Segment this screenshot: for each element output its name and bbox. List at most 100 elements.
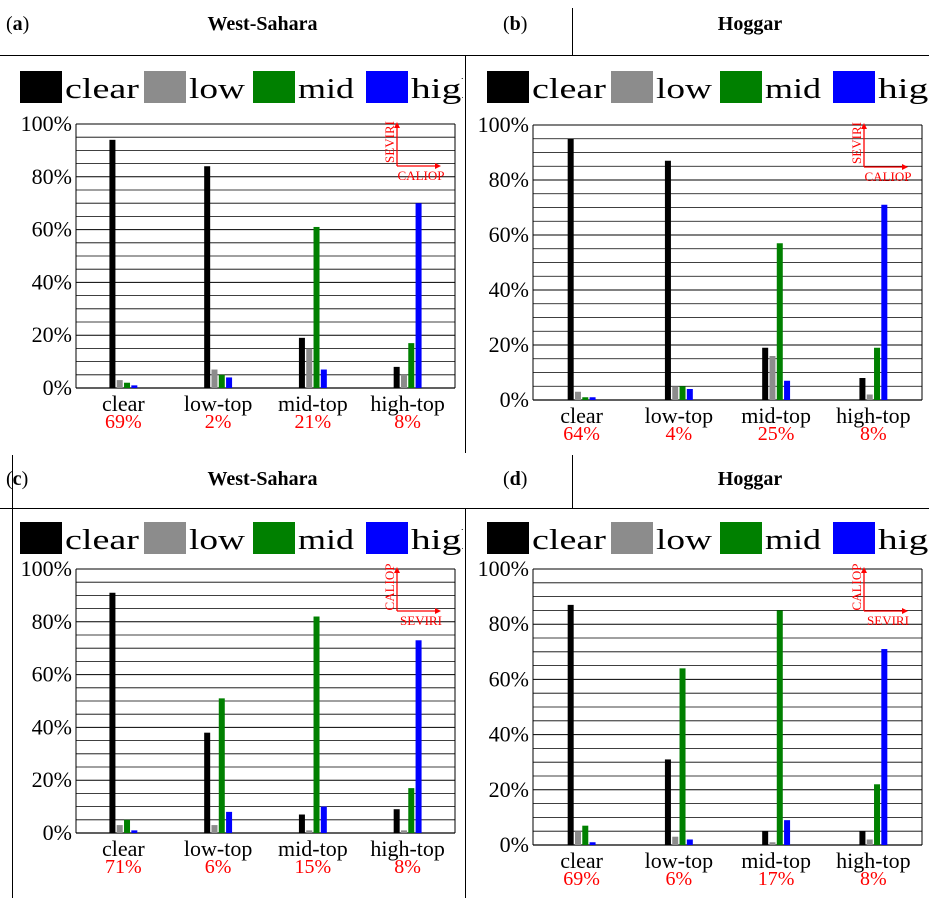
x-tick-label: clear	[102, 391, 145, 416]
y-tick-label: 100%	[21, 111, 72, 136]
bar-mid	[776, 243, 783, 400]
bar-high	[784, 820, 791, 845]
legend-swatch-clear	[487, 522, 529, 554]
panel-title-c: West-Sahara	[207, 468, 318, 490]
panel-title-b: Hoggar	[717, 13, 783, 35]
x-tick-label: mid-top	[741, 403, 811, 428]
bar-clear	[393, 809, 400, 833]
panel-tag-c: (c)	[6, 468, 29, 490]
bar-high	[415, 203, 422, 388]
bar-clear	[109, 139, 116, 388]
bar-mid	[582, 397, 589, 400]
legend-label-low: low	[189, 74, 246, 105]
legend-swatch-low	[144, 71, 186, 103]
legend-swatch-low	[144, 522, 186, 554]
bar-clear	[567, 138, 574, 400]
x-tick-label: high-top	[836, 403, 911, 428]
category-percent-label: 8%	[860, 423, 887, 445]
x-tick-label: low-top	[645, 848, 713, 873]
y-tick-label: 40%	[32, 714, 72, 739]
arrow-y-label: CALIOP	[382, 564, 397, 611]
x-tick-label: low-top	[645, 403, 713, 428]
legend-label-high: high	[411, 74, 463, 105]
y-tick-label: 0%	[500, 387, 529, 412]
chart-c: clearlowmidhigh0%20%40%60%80%100%clear71…	[20, 522, 463, 878]
legend-swatch-mid	[253, 522, 295, 554]
bar-high	[320, 806, 327, 833]
bar-mid	[874, 347, 881, 400]
category-percent-label: 4%	[666, 423, 693, 445]
bar-low	[400, 374, 407, 388]
bar-clear	[859, 378, 866, 400]
bar-clear	[298, 814, 305, 833]
bar-low	[769, 842, 776, 845]
legend-swatch-mid	[253, 71, 295, 103]
bar-high	[226, 811, 233, 833]
bar-mid	[679, 386, 686, 400]
x-tick-label: clear	[560, 403, 603, 428]
category-percent-label: 6%	[205, 856, 232, 878]
bar-low	[306, 830, 313, 833]
bar-high	[415, 640, 422, 833]
y-tick-label: 100%	[478, 556, 529, 581]
category-percent-label: 6%	[666, 868, 693, 890]
bar-high	[131, 385, 138, 388]
y-tick-label: 80%	[489, 167, 529, 192]
panel-title-d: Hoggar	[717, 468, 783, 490]
y-tick-label: 0%	[500, 832, 529, 857]
bar-mid	[408, 788, 415, 833]
bar-high	[131, 830, 138, 833]
bar-clear	[859, 831, 866, 845]
legend-swatch-low	[611, 522, 653, 554]
legend-label-clear: clear	[65, 525, 140, 556]
bar-low	[574, 831, 581, 845]
legend-label-high: high	[878, 74, 928, 105]
x-tick-label: high-top	[836, 848, 911, 873]
category-percent-label: 8%	[860, 868, 887, 890]
category-percent-label: 17%	[758, 868, 795, 890]
bar-clear	[204, 166, 211, 388]
legend-label-clear: clear	[532, 525, 607, 556]
bar-mid	[776, 610, 783, 845]
panel-tag-a: (a)	[6, 13, 30, 35]
bar-low	[211, 369, 218, 388]
legend-swatch-high	[833, 522, 875, 554]
y-tick-label: 0%	[43, 820, 72, 845]
category-percent-label: 8%	[394, 411, 421, 433]
bar-low	[400, 830, 407, 833]
y-tick-label: 100%	[478, 112, 529, 137]
category-percent-label: 21%	[295, 411, 332, 433]
legend-label-clear: clear	[532, 74, 607, 105]
bar-clear	[762, 831, 769, 845]
y-tick-label: 60%	[489, 666, 529, 691]
header-b: (b) Hoggar	[465, 0, 929, 52]
bar-high	[686, 389, 693, 400]
bar-mid	[313, 226, 320, 388]
bar-mid	[408, 343, 415, 388]
y-tick-label: 60%	[32, 662, 72, 687]
rule-mid-h2	[572, 455, 573, 508]
bar-clear	[393, 366, 400, 388]
chart-a: clearlowmidhigh0%20%40%60%80%100%clear69…	[20, 71, 463, 433]
bar-mid	[582, 825, 589, 845]
category-percent-label: 2%	[205, 411, 232, 433]
x-tick-label: clear	[560, 848, 603, 873]
bar-clear	[109, 592, 116, 833]
legend-label-mid: mid	[298, 74, 354, 105]
bar-low	[574, 391, 581, 400]
category-percent-label: 64%	[563, 423, 600, 445]
header-d: (d) Hoggar	[465, 455, 929, 507]
x-tick-label: low-top	[184, 836, 252, 861]
bar-low	[866, 394, 873, 400]
category-percent-label: 25%	[758, 423, 795, 445]
y-tick-label: 20%	[32, 322, 72, 347]
panel-title-a: West-Sahara	[207, 13, 318, 35]
bar-low	[116, 380, 123, 388]
bar-high	[686, 839, 693, 845]
y-tick-label: 80%	[32, 609, 72, 634]
bar-clear	[567, 604, 574, 845]
bar-high	[881, 204, 888, 400]
legend-swatch-clear	[487, 71, 529, 103]
arrow-x-label: CALIOP	[865, 169, 912, 184]
rule-top-1	[0, 55, 929, 56]
